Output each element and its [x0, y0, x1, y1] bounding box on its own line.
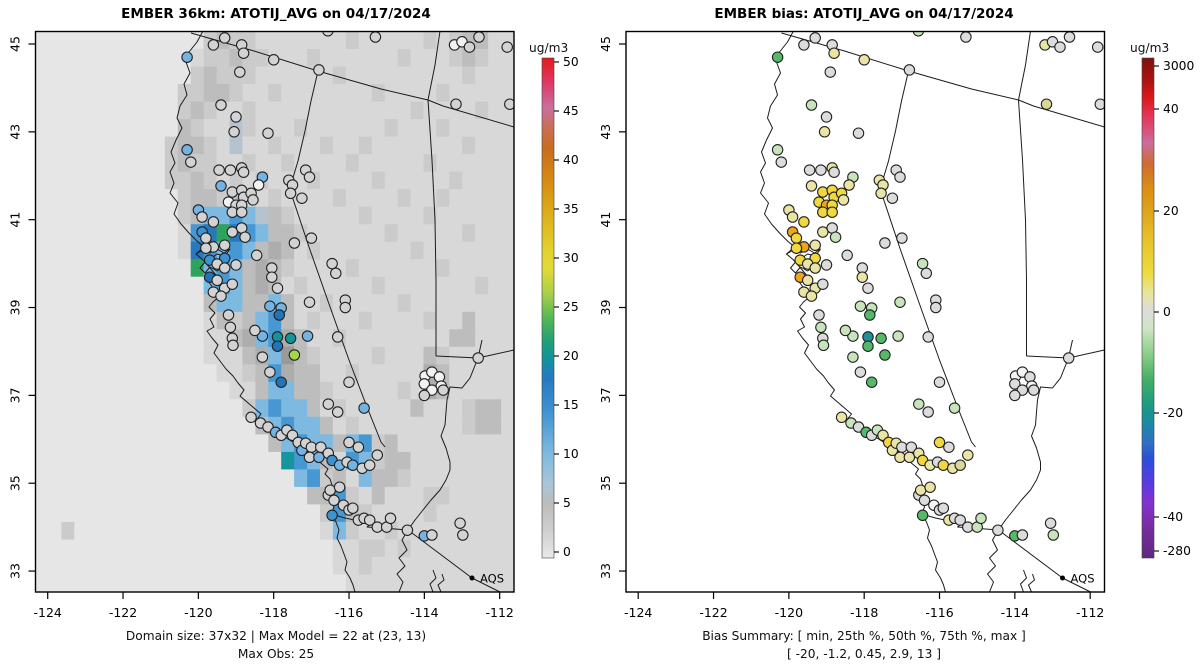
- right-colorbar-units-label: ug/m3: [1130, 41, 1170, 55]
- svg-text:40: 40: [1163, 102, 1179, 116]
- svg-text:35: 35: [598, 475, 613, 491]
- svg-text:20: 20: [563, 349, 579, 363]
- svg-text:37: 37: [8, 387, 23, 403]
- svg-text:-120: -120: [184, 605, 212, 620]
- left-panel-title: EMBER 36km: ATOTIJ_AVG on 04/17/2024: [121, 6, 431, 22]
- svg-text:35: 35: [8, 475, 23, 491]
- right-aqs-legend-label: AQS: [1071, 572, 1095, 586]
- svg-text:-20: -20: [1163, 406, 1183, 420]
- svg-text:50: 50: [563, 55, 579, 69]
- svg-text:30: 30: [563, 251, 579, 265]
- svg-text:45: 45: [8, 36, 23, 52]
- svg-text:-122: -122: [109, 605, 137, 620]
- svg-text:-120: -120: [775, 605, 803, 620]
- svg-text:25: 25: [563, 300, 579, 314]
- svg-text:43: 43: [598, 124, 613, 140]
- right-caption-line1: Bias Summary: [ min, 25th %, 50th %, 75t…: [702, 629, 1026, 643]
- svg-text:39: 39: [598, 300, 613, 316]
- svg-text:41: 41: [8, 212, 23, 228]
- svg-text:20: 20: [1163, 204, 1179, 218]
- svg-text:15: 15: [563, 398, 579, 412]
- svg-text:-116: -116: [335, 605, 363, 620]
- svg-text:5: 5: [563, 496, 571, 510]
- svg-text:3000: 3000: [1163, 59, 1194, 73]
- svg-text:10: 10: [563, 447, 579, 461]
- svg-text:0: 0: [1163, 305, 1171, 319]
- svg-text:-118: -118: [260, 605, 288, 620]
- left-caption-line2: Max Obs: 25: [237, 647, 315, 661]
- svg-text:37: 37: [598, 387, 613, 403]
- svg-text:35: 35: [563, 202, 579, 216]
- svg-text:-114: -114: [410, 605, 438, 620]
- right-caption-line2: [ -20, -1.2, 0.45, 2.9, 13 ]: [787, 647, 941, 661]
- svg-text:-124: -124: [34, 605, 62, 620]
- svg-text:-112: -112: [485, 605, 513, 620]
- svg-text:39: 39: [8, 300, 23, 316]
- svg-text:-124: -124: [624, 605, 652, 620]
- svg-text:-116: -116: [925, 605, 953, 620]
- svg-text:45: 45: [563, 104, 579, 118]
- svg-text:-280: -280: [1163, 544, 1191, 558]
- svg-text:40: 40: [563, 153, 579, 167]
- svg-text:45: 45: [598, 36, 613, 52]
- left-caption-line1: Domain size: 37x32 | Max Model = 22 at (…: [125, 629, 427, 643]
- left-aqs-legend-label: AQS: [480, 572, 504, 586]
- svg-text:-118: -118: [850, 605, 878, 620]
- svg-text:33: 33: [8, 563, 23, 579]
- right-panel-title: EMBER bias: ATOTIJ_AVG on 04/17/2024: [714, 6, 1014, 22]
- svg-text:43: 43: [8, 124, 23, 140]
- svg-text:33: 33: [598, 563, 613, 579]
- svg-text:-122: -122: [699, 605, 727, 620]
- left-colorbar-units-label: ug/m3: [529, 41, 569, 55]
- svg-text:0: 0: [563, 545, 571, 559]
- svg-text:41: 41: [598, 212, 613, 228]
- svg-text:-112: -112: [1076, 605, 1104, 620]
- svg-text:-114: -114: [1001, 605, 1029, 620]
- svg-text:-40: -40: [1163, 510, 1183, 524]
